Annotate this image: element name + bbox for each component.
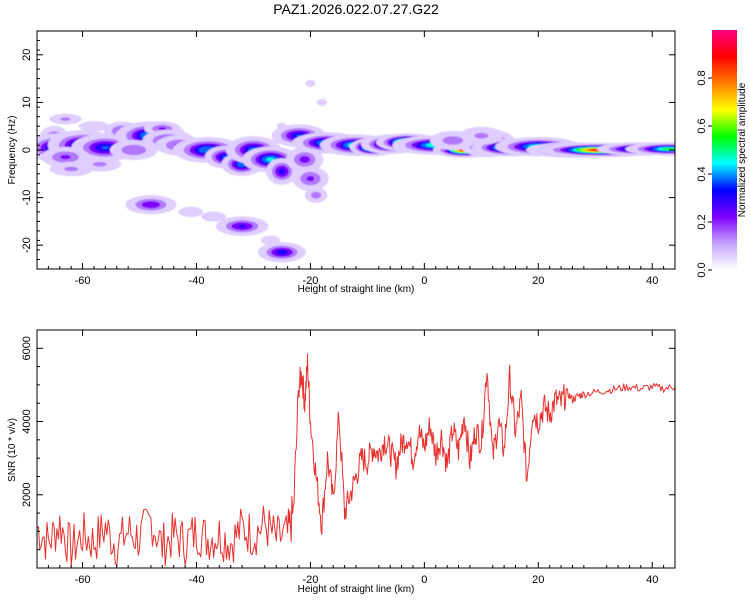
spectrogram-ytick-label: 0 bbox=[21, 147, 33, 153]
snr-ytick-label: 2000 bbox=[21, 483, 33, 507]
snr-xtick-label: -20 bbox=[302, 574, 318, 586]
colorbar-tick-label: 0.4 bbox=[696, 166, 708, 181]
colorbar-tick-label: 0.2 bbox=[696, 214, 708, 229]
snr-ytick-label: 4000 bbox=[21, 409, 33, 433]
snr-frame bbox=[36, 329, 676, 569]
snr-xtick-label: 20 bbox=[532, 574, 544, 586]
spectrogram-blob bbox=[125, 195, 177, 215]
spectrogram-xtick-label: -20 bbox=[302, 275, 318, 287]
spectrogram-blob bbox=[215, 216, 269, 236]
colorbar-strip bbox=[712, 30, 737, 270]
snr-ytick-label: 6000 bbox=[21, 336, 33, 360]
colorbar-tick-label: 0.0 bbox=[696, 262, 708, 277]
snr-series-line bbox=[37, 353, 675, 567]
spectrogram-blob bbox=[316, 98, 327, 106]
spectrogram-blob bbox=[49, 113, 82, 125]
spectrogram-blob bbox=[625, 142, 675, 156]
snr-ylabel: SNR (10 * v/v) bbox=[7, 418, 18, 482]
spectrogram-xtick-label: -60 bbox=[75, 275, 91, 287]
spectrogram-ylabel: Frequency (Hz) bbox=[7, 116, 18, 185]
spectrogram-blob bbox=[109, 140, 158, 160]
snr-panel: -60 -40 -20 0 20 40 2000 4000 6000 Height of str… bbox=[7, 329, 676, 595]
colorbar-tick-label: 0.6 bbox=[696, 118, 708, 133]
spectrogram-blob bbox=[257, 242, 306, 263]
colorbar-ticks: 0.0 0.2 0.4 0.6 0.8 bbox=[696, 70, 712, 278]
spectrogram-blob bbox=[292, 166, 329, 191]
spectrogram-blob bbox=[304, 187, 328, 203]
spectrogram-xtick-label: -40 bbox=[189, 275, 205, 287]
spectrogram-xlabel: Height of straight line (km) bbox=[298, 284, 415, 295]
snr-xtick-label: -40 bbox=[189, 574, 205, 586]
spectrogram-blob bbox=[78, 121, 110, 132]
spectrogram-blob bbox=[429, 130, 476, 151]
spectrogram-blob bbox=[276, 122, 287, 130]
spectrogram-xtick-label: 0 bbox=[421, 275, 427, 287]
snr-xtick-label: -60 bbox=[75, 574, 91, 586]
snr-background bbox=[37, 330, 675, 568]
snr-xtick-label: 0 bbox=[421, 574, 427, 586]
spectrogram-panel: -60 -40 -20 0 20 40 -20 -10 0 10 20 Height of stra… bbox=[7, 30, 676, 295]
snr-ticks: -60 -40 -20 0 20 40 2000 4000 6000 bbox=[21, 329, 676, 586]
spectrogram-blob bbox=[305, 79, 316, 87]
colorbar: 0.0 0.2 0.4 0.6 0.8 Normalized spectral ampl… bbox=[696, 30, 748, 278]
spectrogram-ticks: -60 -40 -20 0 20 40 -20 -10 0 10 20 bbox=[21, 30, 676, 287]
spectrogram-blob bbox=[78, 157, 122, 172]
spectrogram-frame bbox=[36, 30, 676, 270]
spectrogram-ytick-label: -20 bbox=[21, 237, 33, 253]
colorbar-tick-label: 0.8 bbox=[696, 70, 708, 85]
spectrogram-image bbox=[37, 79, 675, 263]
spectrogram-xtick-label: 20 bbox=[532, 275, 544, 287]
snr-xtick-label: 40 bbox=[646, 574, 658, 586]
colorbar-label: Normalized spectral amplitude bbox=[737, 82, 748, 217]
spectrogram-ytick-label: 10 bbox=[21, 96, 33, 108]
spectrogram-blob bbox=[178, 206, 204, 217]
spectrogram-blob bbox=[266, 158, 298, 185]
spectrogram-ytick-label: -10 bbox=[21, 190, 33, 206]
snr-xlabel: Height of straight line (km) bbox=[298, 584, 415, 595]
spectrogram-xtick-label: 40 bbox=[646, 275, 658, 287]
spectrogram-blob bbox=[201, 211, 226, 222]
figure-title: PAZ1.2026.022.07.27.G22 bbox=[273, 1, 439, 17]
spectrogram-blob bbox=[286, 147, 324, 172]
spectrogram-ytick-label: 20 bbox=[21, 49, 33, 61]
